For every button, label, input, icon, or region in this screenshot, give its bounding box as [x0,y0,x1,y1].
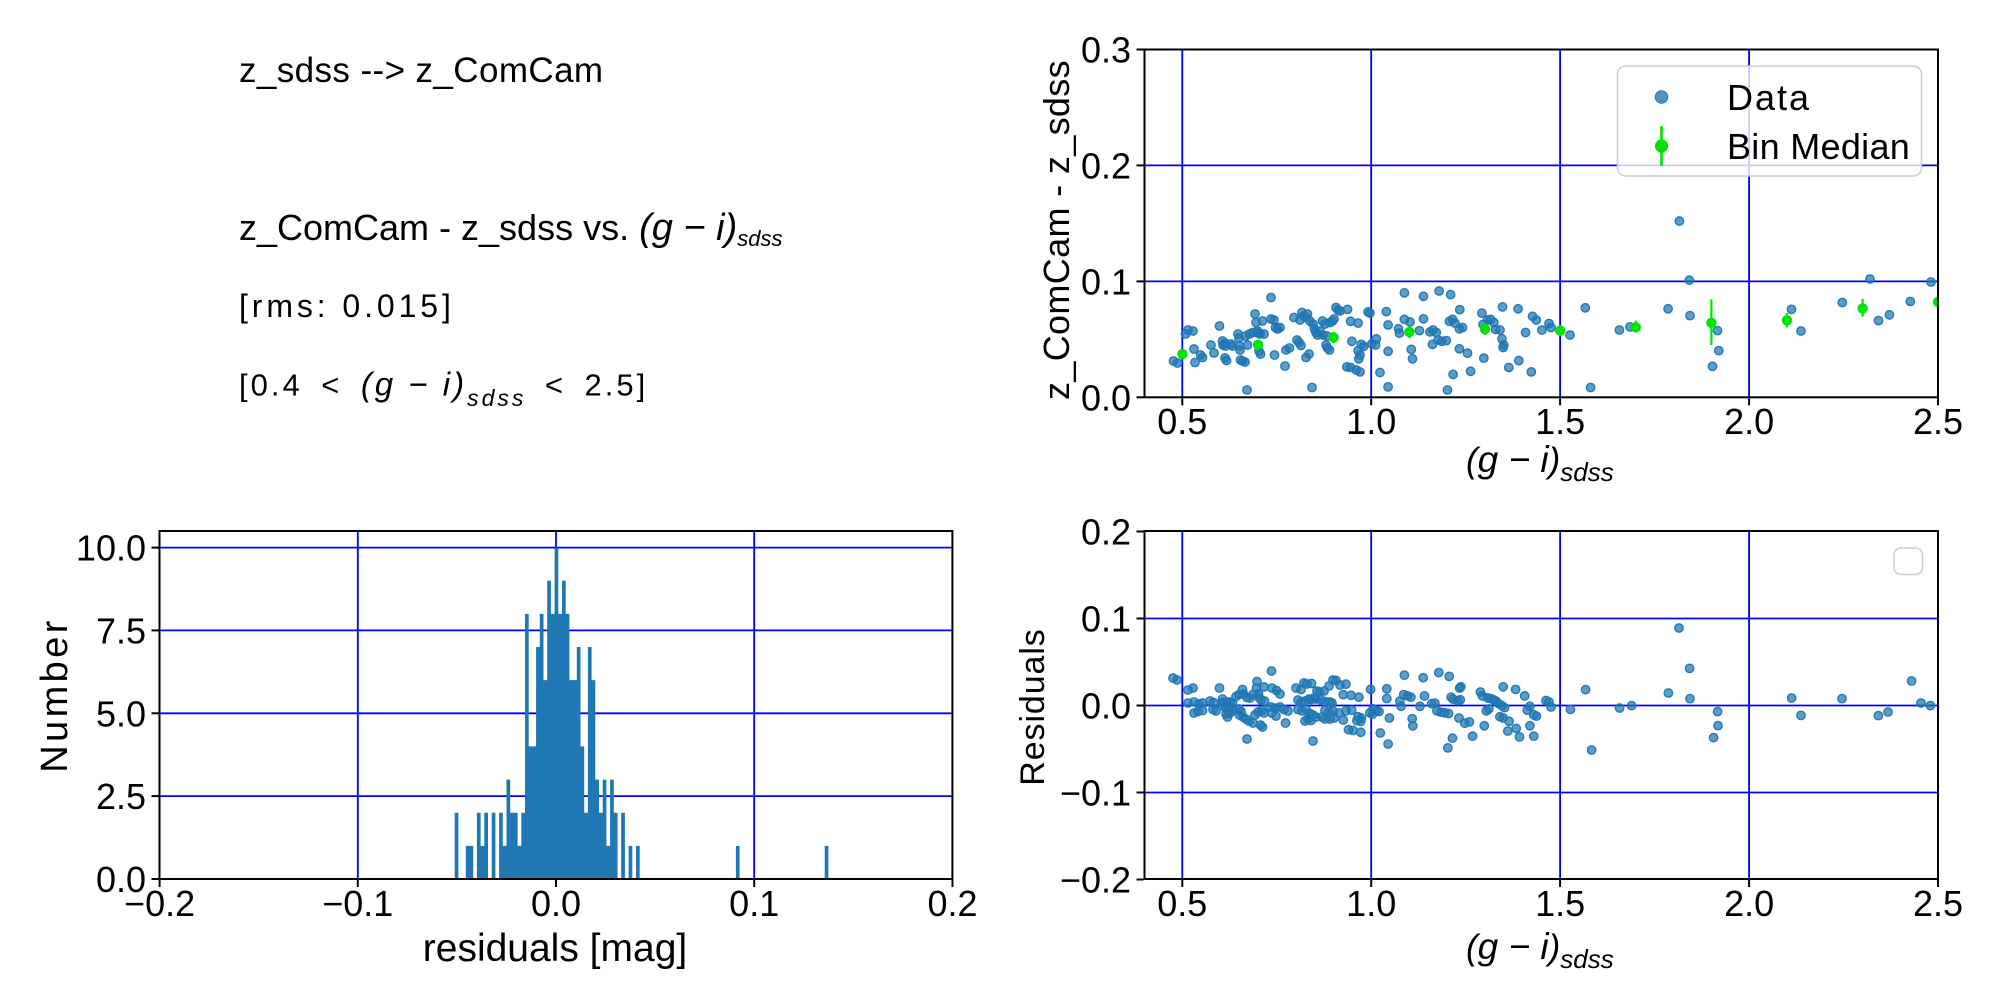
svg-text:0.2: 0.2 [1081,512,1131,553]
svg-text:1.5: 1.5 [1535,401,1585,442]
svg-text:0.0: 0.0 [1081,686,1131,727]
svg-text:z_ComCam - z_sdss: z_ComCam - z_sdss [1036,60,1077,400]
svg-text:[rms: 0.015]: [rms: 0.015] [239,288,455,324]
svg-text:−0.1: −0.1 [322,883,393,924]
svg-text:2.5: 2.5 [96,776,146,817]
svg-text:0.5: 0.5 [1157,883,1207,924]
svg-text:0.1: 0.1 [729,883,779,924]
svg-text:10.0: 10.0 [76,528,146,569]
svg-text:1.0: 1.0 [1346,401,1396,442]
svg-text:−0.2: −0.2 [124,883,195,924]
svg-text:7.5: 7.5 [96,610,146,651]
svg-text:z_sdss --> z_ComCam: z_sdss --> z_ComCam [239,51,604,90]
svg-text:1.5: 1.5 [1535,883,1585,924]
svg-text:0.2: 0.2 [927,883,977,924]
svg-text:−0.2: −0.2 [1060,860,1131,901]
svg-text:0.5: 0.5 [1157,401,1207,442]
svg-text:Number: Number [34,617,76,773]
svg-text:0.1: 0.1 [1081,599,1131,640]
svg-text:Residuals: Residuals [1014,628,1052,785]
svg-text:0.1: 0.1 [1081,261,1131,302]
svg-text:0.3: 0.3 [1081,30,1131,71]
svg-text:2.5: 2.5 [1913,883,1963,924]
svg-text:0.0: 0.0 [96,859,146,900]
svg-text:−0.1: −0.1 [1060,773,1131,814]
svg-text:z_ComCam - z_sdss vs. (g − i)s: z_ComCam - z_sdss vs. (g − i)sdss [239,207,783,251]
svg-text:2.5: 2.5 [1913,401,1963,442]
svg-text:Data: Data [1727,77,1811,118]
svg-text:(g − i)sdss: (g − i)sdss [1466,439,1614,487]
svg-text:2.0: 2.0 [1724,401,1774,442]
svg-text:(g − i)sdss: (g − i)sdss [1466,926,1614,974]
svg-text:[0.4 < (g − i)sdss < 2.5]: [0.4 < (g − i)sdss < 2.5] [239,366,648,412]
svg-text:0.2: 0.2 [1081,145,1131,186]
svg-text:Bin Median: Bin Median [1727,126,1910,167]
svg-text:0.0: 0.0 [531,883,581,924]
svg-text:5.0: 5.0 [96,693,146,734]
svg-text:1.0: 1.0 [1346,883,1396,924]
svg-text:2.0: 2.0 [1724,883,1774,924]
svg-text:residuals [mag]: residuals [mag] [423,927,687,970]
svg-text:0.0: 0.0 [1081,377,1131,418]
